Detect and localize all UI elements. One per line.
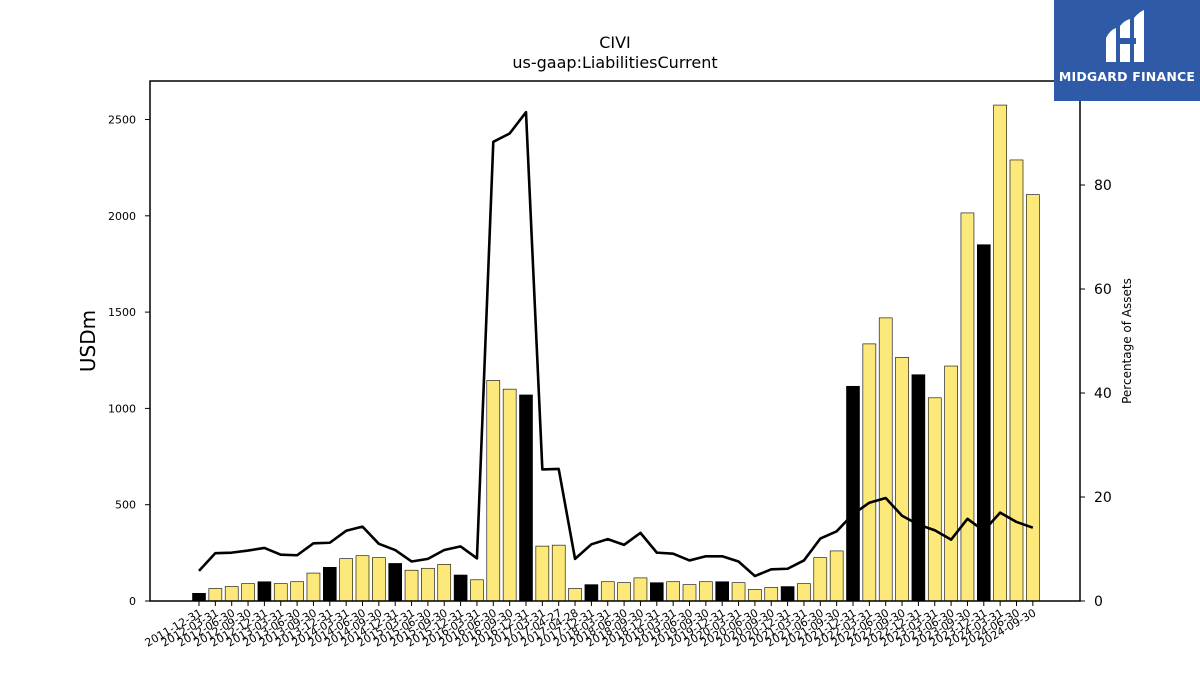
bar-2013-06-30 (290, 581, 304, 602)
bar-2022-09-30 (895, 357, 909, 602)
x-axis-ticks: 2011-12-312012-03-312012-06-302012-09-30… (143, 601, 1038, 650)
bar-2012-12-31 (257, 581, 272, 602)
bar-2015-03-31 (404, 569, 419, 602)
right-axis-ticks: 0 20 40 60 80 (1080, 178, 1112, 610)
bar-series (192, 104, 1040, 602)
bar-2021-03-31 (797, 583, 811, 602)
bar-2018-06-30 (617, 582, 631, 602)
bar-2020-12-31 (780, 586, 795, 602)
bar-2020-09-30 (764, 587, 779, 602)
bar-2016-06-30 (486, 380, 501, 602)
chart-subtitle: us-gaap:LiabilitiesCurrent (512, 53, 717, 72)
midgard-finance-logo: MIDGARD FINANCE (1054, 0, 1200, 101)
bar-2019-12-31 (715, 581, 730, 602)
bar-2021-06-30 (813, 557, 828, 602)
bar-2014-06-30 (355, 555, 370, 602)
bar-2016-03-31 (470, 579, 484, 602)
y2-tick-label: 60 (1094, 282, 1112, 298)
bar-2019-09-30 (699, 581, 713, 602)
bar-2013-03-31 (273, 583, 288, 602)
bar-2015-06-30 (421, 567, 435, 602)
y-axis-label: USDm (76, 310, 100, 372)
bar-2021-09-30 (829, 550, 844, 602)
bar-2024-06-30 (1009, 159, 1024, 602)
bar-2022-06-30 (878, 317, 893, 602)
bar-2014-03-31 (339, 558, 353, 602)
bar-2014-09-30 (372, 557, 386, 602)
y-tick-label: 1000 (108, 402, 136, 415)
bar-2013-12-31 (322, 566, 337, 602)
bar-2016-09-30 (502, 388, 517, 602)
logo-mark-icon (1106, 10, 1144, 62)
bar-2012-06-30 (224, 586, 239, 602)
bar-2023-09-30 (960, 212, 975, 602)
bar-2012-03-31 (208, 588, 223, 602)
bar-2023-03-31 (927, 397, 942, 602)
y2-tick-label: 0 (1094, 594, 1103, 610)
y-tick-label: 0 (129, 595, 136, 608)
y2-axis-label: Percentage of Assets (1120, 278, 1134, 404)
percent-line (198, 110, 1034, 578)
bar-2019-03-31 (666, 581, 680, 602)
bar-2022-03-31 (862, 343, 877, 602)
bar-2017-04-27 (551, 544, 566, 602)
bar-2015-12-31 (453, 574, 468, 602)
y2-tick-label: 20 (1094, 490, 1112, 506)
y-tick-label: 500 (115, 499, 136, 512)
percent-line-series (198, 110, 1034, 578)
bar-2014-12-31 (388, 563, 403, 602)
bar-2018-12-31 (649, 582, 664, 602)
bar-2024-03-31 (993, 104, 1007, 602)
bar-2012-09-30 (241, 583, 255, 602)
bar-2020-03-31 (731, 582, 746, 602)
bar-2023-12-31 (976, 244, 991, 602)
bar-2016-12-31 (519, 394, 533, 602)
bar-2024-09-30 (1026, 194, 1040, 602)
logo-text: MIDGARD FINANCE (1058, 69, 1196, 84)
bar-2021-12-31 (846, 385, 860, 602)
y-tick-label: 2000 (108, 210, 136, 223)
bar-2022-12-31 (911, 374, 926, 602)
bar-2019-06-30 (682, 584, 697, 602)
y2-tick-label: 40 (1094, 386, 1112, 402)
bar-2017-04-28 (568, 588, 582, 602)
left-axis-ticks: 0 500 1000 1500 2000 2500 (108, 114, 150, 608)
plot-frame (149, 80, 1081, 602)
bar-2017-03-31 (535, 545, 550, 602)
y-tick-label: 1500 (108, 306, 136, 319)
bar-2020-06-30 (748, 589, 762, 602)
bar-2011-12-31 (192, 592, 206, 602)
bar-2018-03-31 (600, 581, 615, 602)
bar-2015-09-30 (437, 564, 452, 602)
bar-2023-06-30 (944, 365, 958, 602)
bar-2013-09-30 (306, 572, 321, 602)
bar-2018-09-30 (633, 577, 648, 602)
y-tick-label: 2500 (108, 114, 136, 127)
y2-tick-label: 80 (1094, 178, 1112, 194)
chart-title: CIVI (599, 33, 631, 52)
bar-2017-12-31 (584, 584, 599, 602)
